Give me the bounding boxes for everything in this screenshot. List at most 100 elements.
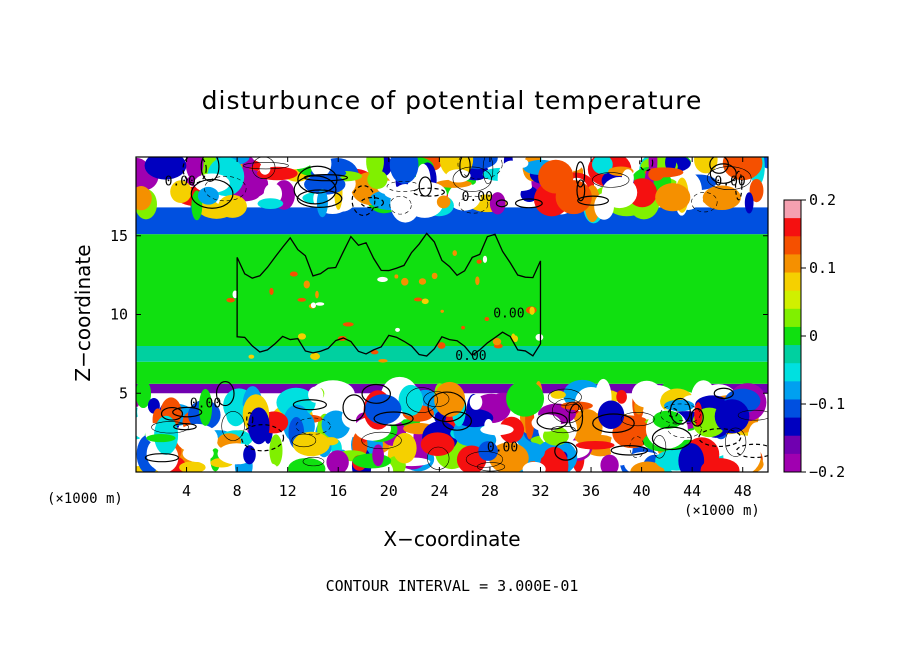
z-tick-label: 10 [110, 306, 128, 324]
contour-line [667, 407, 679, 418]
contour-line [568, 403, 584, 432]
turbulent-blob [248, 407, 270, 445]
turbulent-blob [176, 423, 218, 454]
turbulent-blob [497, 160, 525, 197]
turbulent-blob [621, 169, 634, 188]
colorbar-segment [784, 399, 801, 419]
feature-blob [452, 250, 457, 257]
turbulent-blob [326, 450, 349, 472]
contour-line [476, 462, 506, 472]
contour-line [351, 185, 376, 217]
feature-blob [310, 302, 316, 309]
turbulent-blob [146, 434, 176, 443]
turbulent-blob [447, 182, 481, 211]
x-axis-label: X−coordinate [383, 527, 521, 551]
contour-line [204, 175, 247, 202]
plot-area: 0.00 0.00 0.00 0.00 0.00 0.00 0.00 [136, 157, 768, 472]
band-2 [136, 361, 768, 384]
z-tick-label: 15 [110, 227, 128, 245]
contour-line [577, 195, 610, 206]
turbulent-blob [749, 178, 764, 203]
colorbar-segment [784, 254, 801, 274]
turbulent-blob [420, 432, 455, 457]
feature-blob [418, 278, 427, 285]
contour-line [667, 420, 702, 438]
contour-line [221, 411, 245, 441]
contour-line [200, 157, 220, 182]
contour-line [495, 199, 508, 208]
turbulent-blob [136, 379, 152, 409]
turbulent-blob [630, 461, 665, 472]
feature-blob [440, 309, 444, 313]
feature-blob [377, 276, 388, 283]
contour-line [620, 411, 655, 427]
contour-line [639, 157, 654, 172]
turbulent-blob [243, 445, 256, 465]
turbulent-blob [436, 195, 451, 209]
turbulent-blob [389, 157, 419, 184]
contour-line [629, 436, 645, 459]
contour-line [406, 387, 438, 413]
feature-blob [437, 342, 446, 349]
contour-line [303, 174, 349, 182]
colorbar-segment [784, 290, 801, 310]
colorbar-segment [784, 218, 801, 237]
turbulent-blob [555, 180, 592, 215]
contour-line [423, 391, 450, 408]
turbulent-blob [226, 401, 246, 427]
feature-blob [401, 277, 409, 286]
contour-line [160, 406, 184, 421]
contour-line [706, 166, 752, 191]
feature-blob [395, 327, 400, 332]
contour-line [592, 172, 630, 188]
turbulent-blob [273, 157, 316, 170]
contour-line [215, 380, 235, 407]
turbulent-blob [575, 440, 615, 450]
turbulent-blob [257, 198, 284, 209]
feature-blob [512, 335, 519, 343]
turbulent-blob [597, 400, 625, 430]
feature-blob [248, 354, 255, 359]
contour-line [418, 176, 432, 197]
feature-blob [378, 358, 388, 363]
turbulent-blob [269, 434, 283, 467]
feature-blob [315, 290, 319, 299]
x-tick-label: 12 [279, 482, 297, 500]
contour-line [386, 181, 420, 192]
colorbar-tick-label: −0.2 [809, 463, 845, 481]
feature-blob [421, 298, 429, 305]
contour-line [144, 453, 179, 463]
x-tick-label: 8 [233, 482, 242, 500]
feature-blob [529, 306, 535, 315]
colorbar-segment [784, 200, 801, 219]
turbulent-blob [469, 394, 483, 410]
turbulent-blob [136, 186, 152, 211]
contour-label: 0.00 [190, 396, 221, 411]
contour-line [465, 451, 504, 468]
contour-line [242, 162, 289, 170]
contour-line [458, 195, 489, 214]
turbulent-blob [600, 454, 619, 472]
contour-line [172, 406, 203, 418]
colorbar-segment [784, 453, 801, 473]
turbulent-blob [664, 399, 695, 412]
contour-line [389, 195, 412, 215]
contour-line [457, 157, 503, 180]
feature-blob [476, 259, 482, 264]
x-tick-label: 20 [380, 482, 398, 500]
contour-line [734, 170, 743, 201]
turbulent-blob [560, 401, 593, 411]
contour-line [291, 433, 317, 448]
contour-line [427, 446, 450, 470]
feature-blob [484, 316, 490, 322]
contour-line [725, 427, 747, 457]
turbulent-blob [616, 389, 627, 404]
colorbar-segment [784, 363, 801, 382]
colorbar-segment [784, 381, 801, 400]
contour-line [292, 399, 327, 411]
feature-blob [482, 255, 488, 263]
band-4 [136, 234, 768, 346]
contour-line [182, 157, 207, 184]
turbulent-blob [522, 461, 546, 472]
